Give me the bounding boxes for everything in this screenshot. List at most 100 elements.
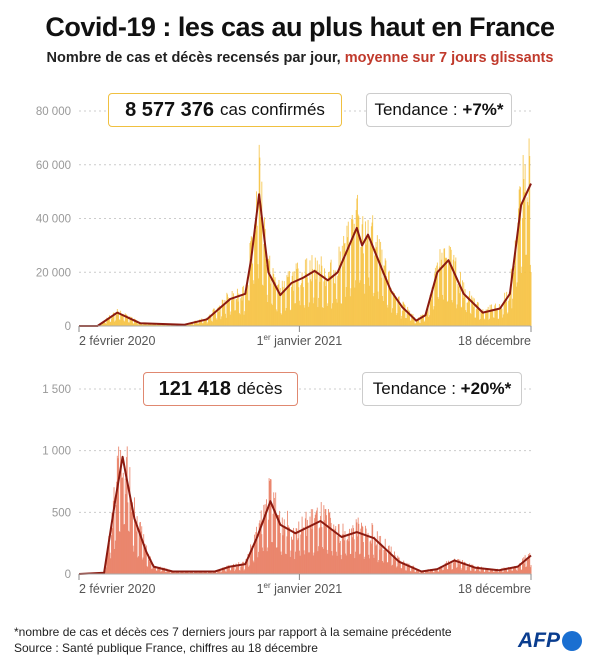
cases-daily-bar — [279, 288, 281, 326]
cases-daily-bar — [285, 307, 287, 326]
cases-daily-bar — [453, 254, 455, 326]
deaths-y-tick-label: 500 — [52, 507, 71, 519]
cases-daily-bar — [231, 300, 232, 326]
cases-daily-bar — [108, 318, 110, 326]
cases-daily-bar — [207, 319, 209, 326]
deaths-daily-bar — [353, 528, 354, 574]
deaths-daily-bar — [425, 571, 426, 574]
cases-daily-bar — [411, 313, 413, 326]
cases-daily-bar — [471, 300, 473, 326]
cases-daily-bar — [397, 296, 399, 326]
deaths-daily-bar — [299, 555, 301, 574]
cases-daily-bar — [421, 315, 423, 326]
cases-daily-bar — [312, 303, 314, 326]
cases-daily-bar — [333, 283, 335, 326]
deaths-daily-bar — [174, 572, 176, 574]
cases-daily-bar — [147, 324, 149, 326]
cases-daily-bar — [198, 321, 200, 326]
deaths-daily-bar — [125, 494, 127, 574]
cases-daily-bar — [212, 309, 214, 326]
cases-daily-bar — [431, 287, 433, 326]
cases-daily-bar — [475, 309, 477, 326]
cases-daily-bar — [221, 316, 223, 326]
cases-daily-bar — [188, 324, 190, 326]
cases-daily-bar — [378, 239, 380, 326]
cases-daily-bar — [417, 319, 419, 326]
deaths-daily-bar — [118, 446, 120, 574]
cases-daily-bar — [246, 291, 248, 326]
deaths-daily-bar — [163, 569, 164, 574]
cases-daily-bar — [501, 308, 503, 326]
deaths-daily-bar — [525, 567, 527, 574]
deaths-daily-bar — [504, 569, 506, 574]
cases-daily-bar — [277, 285, 279, 326]
deaths-daily-bar — [362, 526, 364, 574]
deaths-daily-bar — [498, 570, 500, 574]
deaths-daily-bar — [134, 524, 136, 574]
cases-daily-bar — [320, 273, 322, 326]
cases-daily-bar — [104, 320, 106, 326]
deaths-daily-bar — [161, 571, 162, 574]
deaths-daily-bar — [507, 571, 509, 574]
cases-daily-bar — [249, 243, 251, 326]
deaths-daily-bar — [141, 526, 143, 574]
cases-daily-bar — [195, 322, 197, 326]
cases-daily-bar — [107, 318, 109, 326]
deaths-daily-bar — [372, 554, 374, 574]
cases-daily-bar — [221, 299, 223, 326]
cases-x-tick-label: 2 février 2020 — [79, 334, 155, 348]
cases-daily-bar — [455, 257, 457, 326]
cases-daily-bar — [283, 293, 285, 326]
cases-daily-bar — [448, 260, 450, 326]
cases-daily-bar — [267, 302, 269, 326]
deaths-daily-bar — [285, 554, 287, 574]
deaths-daily-bar — [457, 558, 459, 574]
cases-daily-bar — [380, 277, 382, 326]
deaths-daily-bar — [394, 555, 396, 574]
deaths-daily-bar — [452, 569, 453, 574]
cases-daily-bar — [159, 324, 161, 326]
cases-daily-bar — [510, 268, 512, 326]
deaths-daily-bar — [512, 570, 514, 574]
cases-daily-bar — [244, 311, 246, 326]
cases-daily-bar — [228, 301, 230, 326]
deaths-daily-bar — [380, 543, 382, 574]
deaths-daily-bar — [173, 571, 175, 574]
cases-daily-bar — [244, 292, 246, 326]
cases-daily-bar — [145, 323, 147, 326]
cases-daily-bar — [140, 323, 142, 326]
deaths-daily-bar — [290, 550, 292, 574]
cases-daily-bar — [254, 230, 256, 326]
cases-daily-bar — [339, 269, 341, 326]
deaths-daily-bar — [268, 478, 270, 574]
cases-daily-bar — [285, 310, 287, 326]
deaths-daily-bar — [419, 572, 421, 574]
cases-daily-bar — [137, 324, 139, 326]
cases-daily-bar — [456, 304, 458, 326]
cases-daily-bar — [428, 317, 430, 326]
deaths-daily-bar — [487, 568, 489, 574]
cases-daily-bar — [446, 257, 448, 326]
deaths-daily-bar — [161, 569, 163, 574]
deaths-daily-bar — [459, 562, 461, 574]
deaths-daily-bar — [152, 565, 154, 574]
cases-daily-bar — [458, 281, 460, 326]
cases-daily-bar — [502, 317, 504, 326]
cases-daily-bar — [304, 259, 306, 326]
cases-daily-bar — [525, 254, 527, 326]
cases-daily-bar — [337, 273, 339, 326]
deaths-daily-bar — [256, 526, 258, 574]
cases-daily-bar — [426, 308, 428, 326]
deaths-daily-bar — [339, 542, 341, 574]
cases-daily-bar — [482, 309, 484, 326]
source: Source : Santé publique France, chiffres… — [14, 641, 318, 655]
cases-daily-bar — [463, 282, 465, 326]
cases-daily-bar — [214, 311, 216, 326]
deaths-daily-bar — [430, 568, 432, 574]
cases-daily-bar — [109, 321, 111, 326]
deaths-daily-bar — [477, 566, 479, 574]
deaths-daily-bar — [192, 571, 193, 574]
deaths-daily-bar — [479, 571, 481, 574]
cases-daily-bar — [226, 292, 228, 326]
deaths-daily-bar — [404, 564, 406, 574]
